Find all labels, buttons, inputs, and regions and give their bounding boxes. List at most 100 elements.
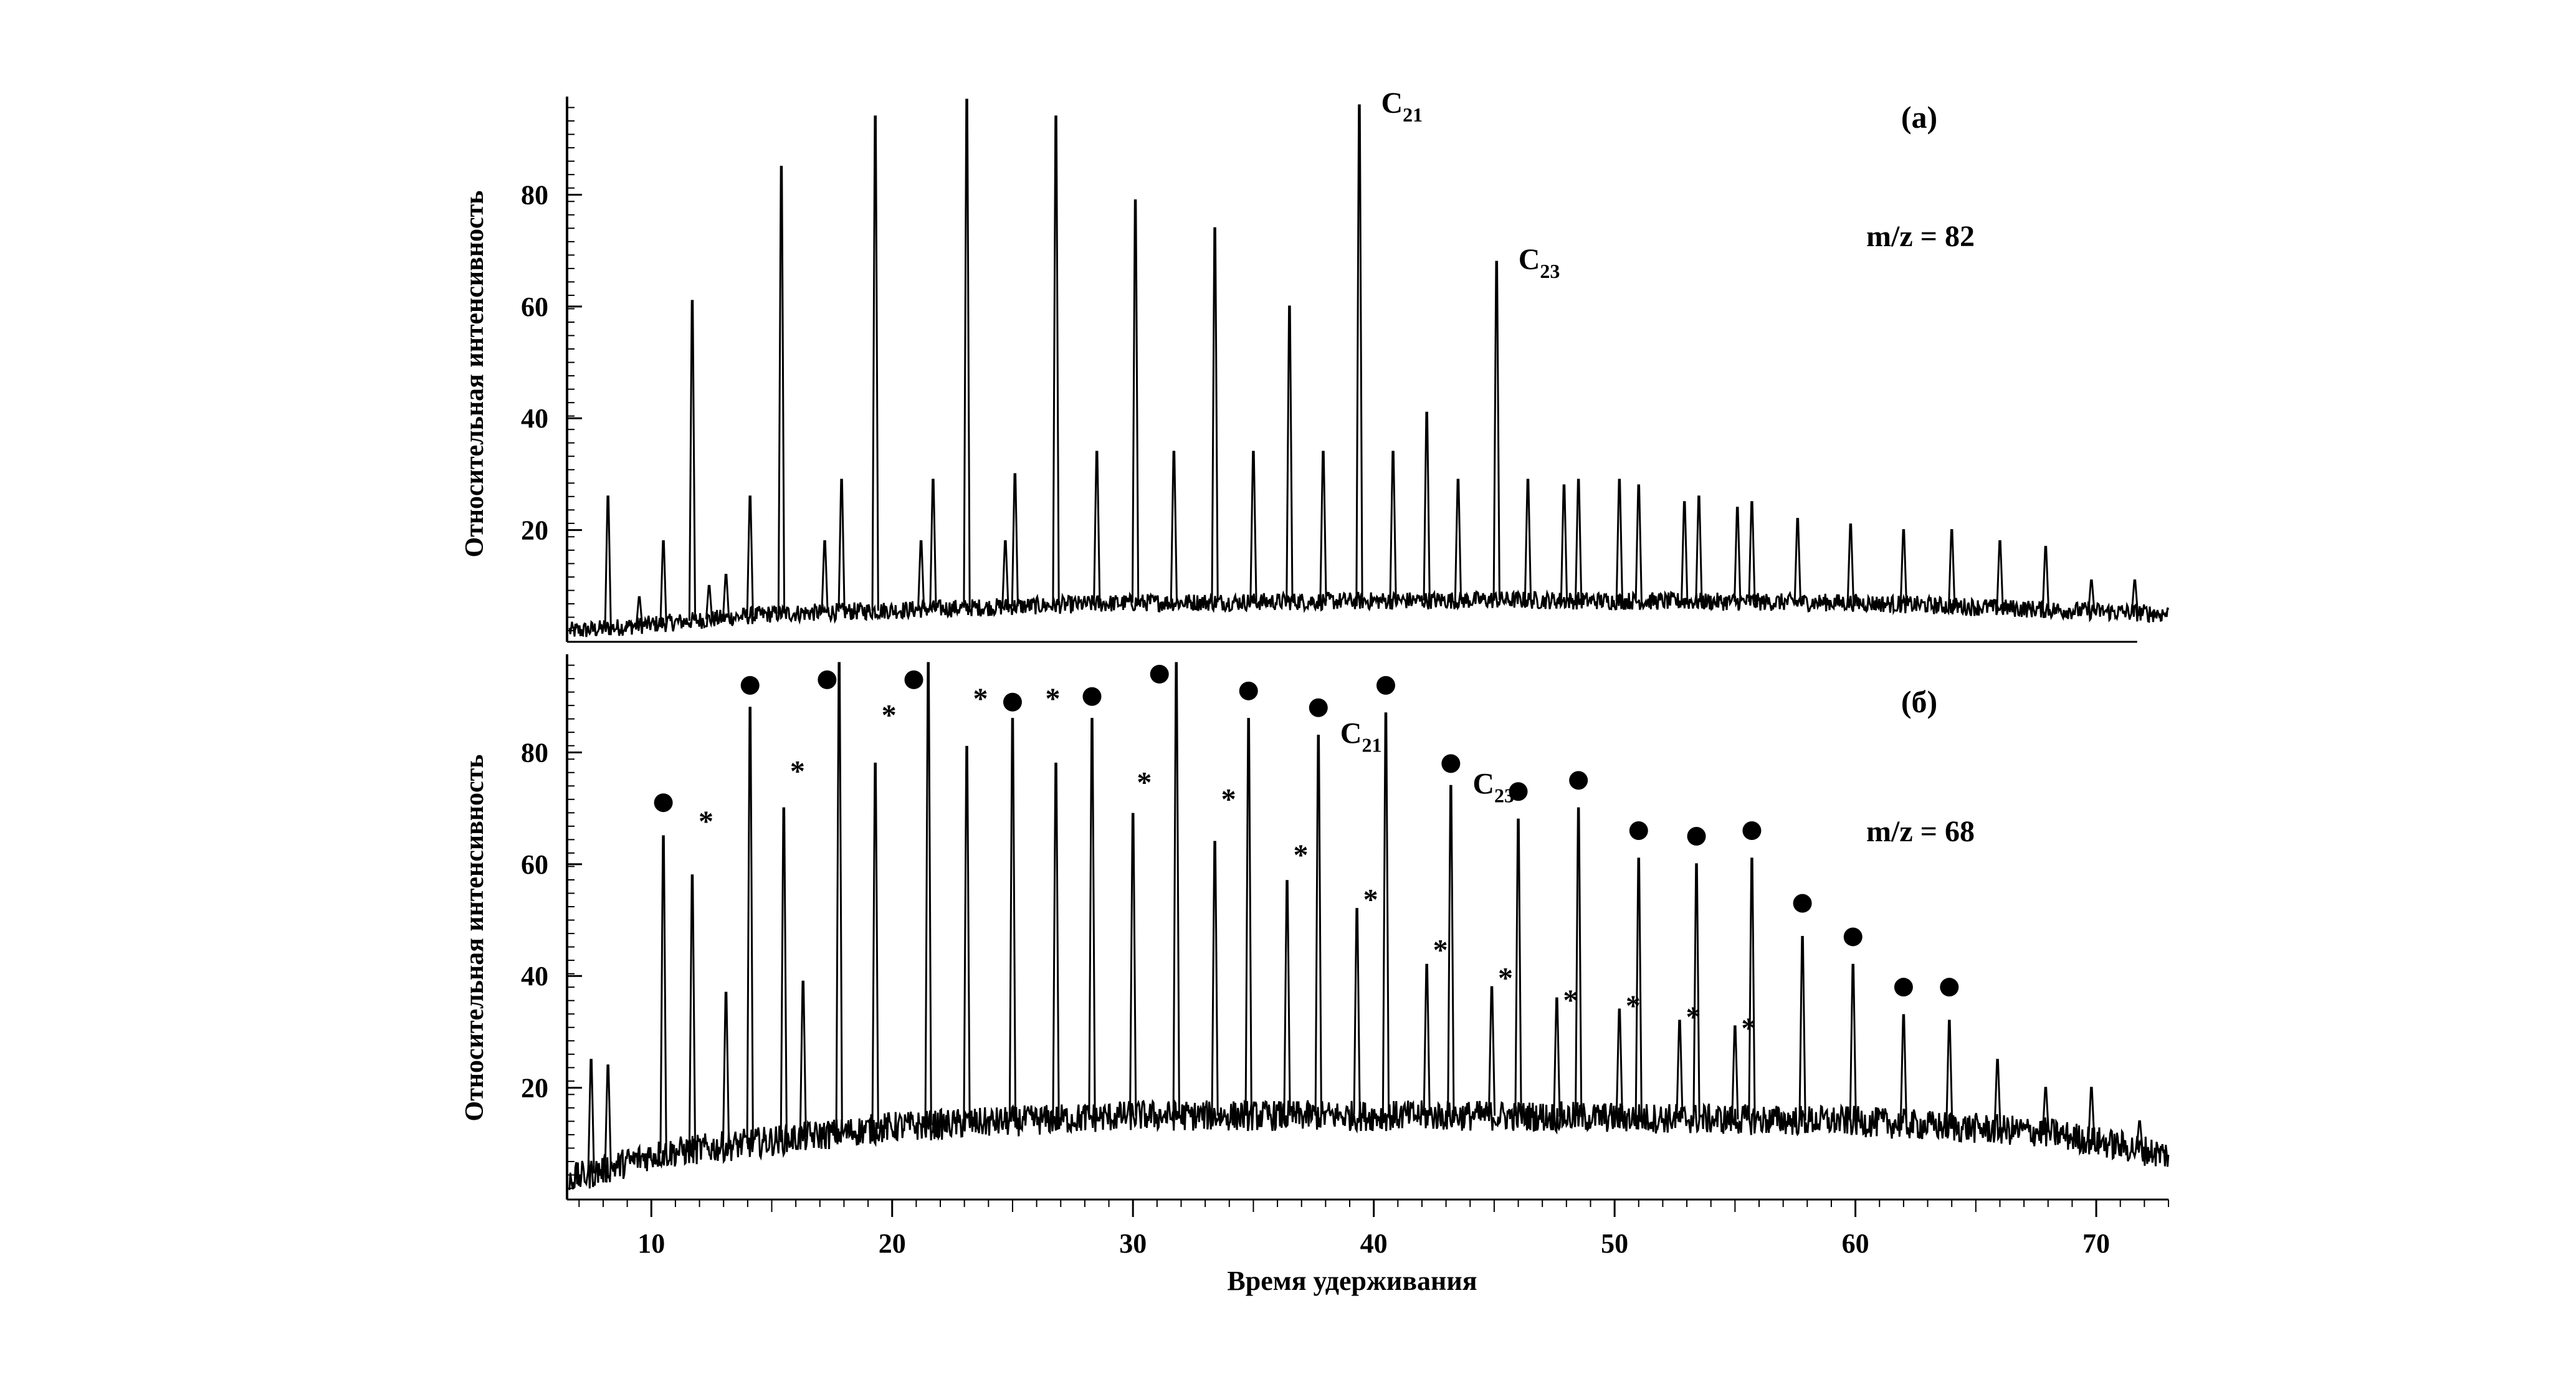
- chromatogram-peak: [604, 1064, 612, 1168]
- peak-label-c23: C23: [1472, 767, 1514, 806]
- baseline-trace: [568, 1098, 2170, 1190]
- star-marker: *: [1294, 839, 1309, 872]
- chromatogram-peak: [917, 540, 925, 609]
- chromatogram-peak: [722, 991, 730, 1147]
- y-tick-label: 20: [521, 515, 548, 546]
- star-marker: *: [882, 699, 897, 732]
- circle-marker: [1793, 894, 1812, 913]
- circle-marker: [1239, 681, 1258, 700]
- chromatogram-peak: [1734, 507, 1742, 602]
- chromatogram-peak: [1575, 479, 1583, 601]
- chromatogram-peak: [1249, 451, 1257, 602]
- panel-b-label: (б): [1901, 684, 1937, 719]
- chromatogram-peak: [1615, 479, 1623, 601]
- chromatogram-peak: [1993, 1059, 2001, 1130]
- star-marker: *: [1686, 1001, 1701, 1034]
- chromatogram-peak: [1846, 523, 1854, 603]
- chromatogram-peak: [746, 495, 754, 616]
- chromatogram-peak: [635, 596, 644, 626]
- circle-marker: [1309, 698, 1328, 717]
- chromatogram-peak: [1793, 518, 1801, 603]
- circle-marker: [1082, 687, 1102, 706]
- chromatogram-peak: [1731, 1025, 1739, 1120]
- chromatogram-peak: [835, 662, 843, 1133]
- chromatogram-peak: [1088, 718, 1096, 1118]
- star-marker: *: [1363, 884, 1378, 917]
- chromatogram-peak: [1748, 857, 1756, 1120]
- chromatogram-peak: [1131, 199, 1140, 603]
- chromatogram-peak: [688, 300, 697, 621]
- circle-marker: [654, 793, 673, 813]
- chromatogram-peak: [1849, 963, 1857, 1122]
- chromatogram-peak: [1129, 813, 1137, 1116]
- circle-marker: [740, 675, 760, 695]
- chromatogram-peak: [1381, 712, 1390, 1116]
- chromatogram-peak: [1423, 963, 1431, 1116]
- chromatogram-peak: [871, 115, 879, 611]
- chromatogram-peak: [1524, 479, 1532, 601]
- chromatogram-peak: [1211, 227, 1219, 603]
- chromatogram-peak: [1492, 260, 1500, 600]
- star-marker: *: [1498, 961, 1513, 995]
- y-tick-label: 20: [521, 1073, 548, 1104]
- chromatogram-peak: [1553, 997, 1561, 1117]
- chromatogram-peak: [2130, 579, 2139, 613]
- circle-marker: [818, 670, 837, 689]
- chromatogram-peak: [1353, 908, 1361, 1116]
- chromatogram-peak: [929, 479, 937, 609]
- circle-marker: [1843, 927, 1863, 947]
- circle-marker: [1376, 675, 1395, 695]
- chromatogram-peak: [705, 585, 713, 620]
- chromatogram-peak: [963, 746, 971, 1124]
- chromatogram-peak: [1899, 1014, 1908, 1124]
- chromatogram-peak: [1798, 935, 1806, 1121]
- x-tick-label: 40: [1360, 1228, 1388, 1259]
- chromatogram-peak: [1447, 785, 1455, 1116]
- chromatogram-peak: [604, 495, 612, 629]
- star-marker: *: [1741, 1012, 1756, 1045]
- chromatogram-peak: [799, 980, 807, 1138]
- chromatogram-peak: [746, 707, 754, 1143]
- star-marker: *: [1045, 682, 1060, 715]
- chromatogram-peak: [2135, 1120, 2144, 1150]
- x-axis-label: Время удерживания: [1227, 1266, 1477, 1296]
- chromatogram-peak: [1008, 718, 1017, 1122]
- x-tick-label: 10: [637, 1228, 665, 1259]
- chromatogram-peak: [1423, 411, 1431, 601]
- panel-a-label: (а): [1901, 100, 1937, 135]
- y-tick-label: 80: [521, 737, 548, 768]
- y-tick-label: 80: [521, 179, 548, 210]
- chromatogram-peak: [1634, 857, 1643, 1119]
- chromatogram-peak: [659, 835, 667, 1154]
- chromatogram-peak: [1389, 451, 1397, 601]
- chromatogram-peak: [1996, 540, 2004, 608]
- star-marker: *: [1137, 766, 1152, 799]
- chromatogram-peak: [1487, 986, 1496, 1116]
- chromatogram-peak: [777, 166, 786, 614]
- y-tick-label: 40: [521, 403, 548, 434]
- x-tick-label: 50: [1601, 1228, 1628, 1259]
- x-tick-label: 70: [2082, 1228, 2110, 1259]
- chromatogram-peak: [1945, 1019, 1953, 1127]
- chromatogram-peak: [821, 540, 829, 613]
- chromatogram-peak: [780, 807, 788, 1140]
- circle-marker: [1569, 771, 1588, 790]
- chromatogram-peak: [1899, 529, 1908, 605]
- chromatogram-peak: [1244, 718, 1252, 1116]
- circle-marker: [1441, 754, 1461, 773]
- chromatogram-peak: [688, 874, 697, 1150]
- peak-label-c23: C23: [1519, 243, 1560, 282]
- star-marker: *: [699, 805, 713, 838]
- chromatogram-peak: [1052, 115, 1060, 606]
- chromatogram-peak: [1634, 484, 1643, 601]
- chromatogram-peak: [1748, 501, 1756, 602]
- chromatogram-peak: [2041, 546, 2050, 610]
- x-tick-label: 60: [1842, 1228, 1869, 1259]
- chromatogram-peak: [1575, 807, 1583, 1117]
- chromatogram-peak: [1514, 818, 1522, 1117]
- chromatogram-peak: [1681, 501, 1689, 602]
- star-marker: *: [1221, 783, 1236, 816]
- star-marker: *: [1626, 990, 1641, 1023]
- star-marker: *: [1433, 933, 1448, 966]
